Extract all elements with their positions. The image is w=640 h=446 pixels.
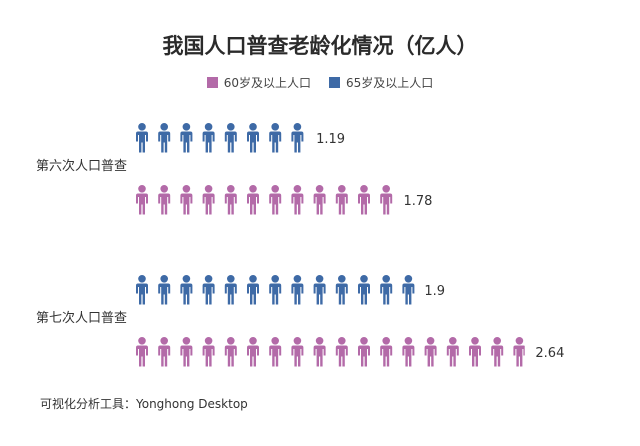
legend-item-65[interactable]: 65岁及以上人口	[329, 74, 433, 91]
person-icon	[202, 337, 215, 367]
person-icon	[158, 185, 171, 215]
person-icon	[224, 337, 237, 367]
person-icon	[247, 185, 259, 215]
person-icon	[136, 185, 148, 215]
person-icon	[202, 275, 215, 305]
person-icon	[224, 185, 237, 215]
person-icon	[335, 275, 348, 305]
person-icon	[136, 123, 148, 153]
person-icon	[158, 337, 171, 367]
person-icon	[180, 337, 193, 367]
person-icon	[380, 275, 393, 305]
person-icon	[136, 337, 148, 367]
person-icon	[513, 337, 525, 367]
value-label-65-cat2: 1.9	[424, 284, 445, 299]
person-icon	[380, 185, 393, 215]
legend-swatch-65	[329, 77, 340, 88]
person-icon	[358, 337, 370, 367]
person-icon	[291, 275, 304, 305]
person-icon	[335, 185, 348, 215]
person-icon	[136, 275, 148, 305]
person-icon	[158, 123, 171, 153]
legend-swatch-60	[206, 77, 218, 88]
footer-credit: 可视化分析工具：Yonghong Desktop	[40, 397, 248, 411]
legend-label-65: 65岁及以上人口	[346, 76, 434, 90]
person-icon	[358, 275, 370, 305]
person-icon	[402, 275, 415, 305]
person-icon	[380, 337, 393, 367]
bar-60-cat2[interactable]	[136, 337, 525, 367]
person-icon	[247, 123, 259, 153]
person-icon	[158, 275, 171, 305]
person-icon	[269, 337, 282, 367]
person-icon	[446, 337, 459, 367]
person-icon	[180, 275, 193, 305]
value-label-60-cat1: 1.78	[403, 194, 432, 209]
person-icon	[491, 337, 504, 367]
person-icon	[269, 123, 282, 153]
person-icon	[335, 337, 348, 367]
person-icon	[269, 275, 282, 305]
person-icon	[402, 337, 415, 367]
category-label-2: 第七次人口普查	[36, 310, 127, 326]
person-icon	[202, 185, 215, 215]
person-icon	[180, 185, 193, 215]
person-icon	[313, 185, 326, 215]
legend-label-60: 60岁及以上人口	[223, 76, 311, 90]
person-icon	[224, 123, 237, 153]
person-icon	[180, 123, 193, 153]
category-label-1: 第六次人口普查	[36, 158, 127, 174]
person-icon	[291, 337, 304, 367]
person-icon	[424, 337, 437, 367]
bar-65-cat2[interactable]	[136, 275, 415, 305]
person-icon	[291, 185, 304, 215]
person-icon	[469, 337, 481, 367]
person-icon	[247, 275, 259, 305]
person-icon	[224, 275, 237, 305]
person-icon	[202, 123, 215, 153]
chart-title: 我国人口普查老龄化情况（亿人）	[162, 34, 478, 58]
legend: 60岁及以上人口 65岁及以上人口	[0, 74, 640, 91]
person-icon	[313, 337, 326, 367]
value-label-65-cat1: 1.19	[316, 132, 345, 147]
legend-item-60[interactable]: 60岁及以上人口	[206, 74, 311, 91]
bar-60-cat1[interactable]	[136, 185, 393, 215]
person-icon	[358, 185, 370, 215]
bar-65-cat1[interactable]	[136, 123, 304, 153]
person-icon	[291, 123, 304, 153]
person-icon	[313, 275, 326, 305]
value-label-60-cat2: 2.64	[535, 346, 564, 361]
person-icon	[269, 185, 282, 215]
person-icon	[247, 337, 259, 367]
